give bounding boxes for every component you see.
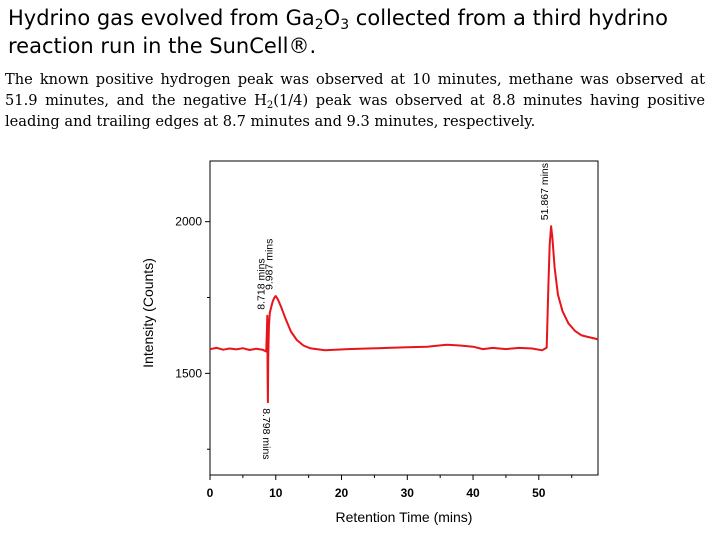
description-subscript: 2 (266, 100, 274, 111)
title-text-part1: Hydrino gas evolved from Ga (8, 6, 315, 30)
x-tick-label: 10 (269, 486, 283, 500)
y-tick-label: 1500 (175, 366, 202, 380)
slide-description: The known positive hydrogen peak was obs… (5, 69, 705, 132)
peak-annotation-label: 8.718 mins (255, 258, 267, 309)
x-tick-label: 50 (532, 486, 546, 500)
slide-title: Hydrino gas evolved from Ga2O3 collected… (8, 4, 712, 60)
peak-annotation-label: 51.867 mins (539, 163, 551, 220)
x-tick-label: 0 (207, 486, 214, 500)
x-tick-label: 40 (466, 486, 480, 500)
x-tick-label: 30 (401, 486, 415, 500)
peak-annotation-label: 9.987 mins (264, 239, 276, 290)
title-text-part2: O (323, 6, 341, 30)
y-axis-label: Intensity (Counts) (140, 258, 156, 368)
y-tick-label: 2000 (175, 215, 202, 229)
peak-annotation-label: 8.798 mins (260, 408, 272, 459)
y-axis-ticks: 1500 2000 (175, 215, 210, 450)
description-text-part2: (1/4) peak was observed at 8.8 minutes h… (5, 92, 705, 130)
title-subscript-1: 2 (314, 17, 324, 33)
plot-frame (209, 160, 599, 476)
description-text-part1: The known positive hydrogen peak was obs… (5, 71, 705, 109)
title-subscript-2: 3 (340, 17, 350, 33)
x-axis-label: Retention Time (mins) (336, 509, 473, 525)
x-axis-ticks: 0 10 20 30 40 50 (207, 475, 573, 500)
x-tick-label: 20 (335, 486, 349, 500)
intensity-trace-line (209, 225, 599, 404)
title-text-part3: collected from a third hydrino reaction … (8, 6, 668, 58)
